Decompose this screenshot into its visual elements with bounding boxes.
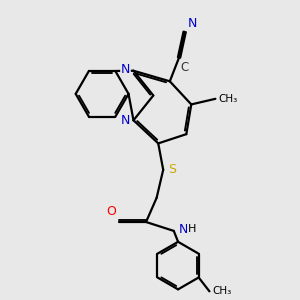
- Text: N: N: [187, 17, 197, 30]
- Text: N: N: [121, 63, 130, 76]
- Text: S: S: [168, 163, 176, 176]
- Text: CH₃: CH₃: [213, 286, 232, 296]
- Text: CH₃: CH₃: [219, 94, 238, 104]
- Text: O: O: [106, 205, 116, 218]
- Text: H: H: [188, 224, 196, 234]
- Text: N: N: [121, 114, 130, 127]
- Text: N: N: [178, 223, 188, 236]
- Text: C: C: [180, 61, 189, 74]
